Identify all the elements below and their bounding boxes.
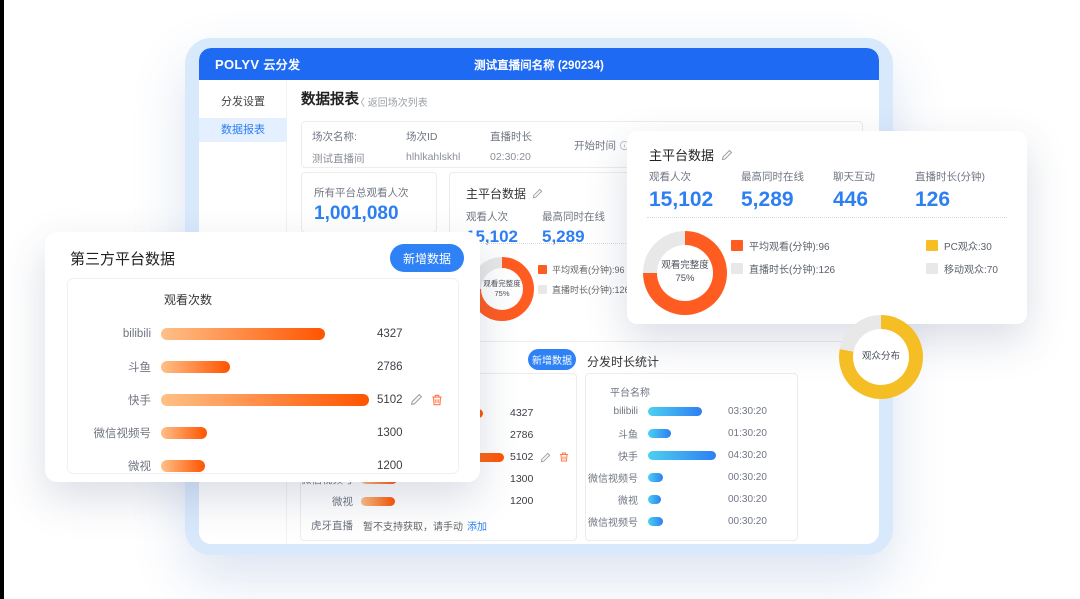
- watch-completion-donut: 观看完整度 75%: [470, 257, 534, 321]
- card-title: 主平台数据: [649, 148, 715, 163]
- session-id-field: 场次ID hlhlkahlskhl: [406, 131, 461, 163]
- audience-distribution-donut: 观众分布: [839, 315, 923, 399]
- main-platform-panel-title-row: 主平台数据: [466, 185, 543, 202]
- card-title: 第三方平台数据: [70, 251, 176, 268]
- edit-pencil-icon[interactable]: [540, 452, 551, 463]
- all-platform-views-value: 1,001,080: [314, 203, 399, 224]
- delete-trash-icon[interactable]: [558, 451, 570, 463]
- third-party-floating-card: 第三方平台数据 新增数据 观看次数 bilibili 4327 斗鱼 2786 …: [45, 232, 480, 482]
- stat-peak-online: 最高同时在线 5,289: [542, 211, 605, 246]
- duration-row-weishi: 微视 00:30:20: [618, 493, 767, 507]
- all-platform-views-panel: 所有平台总观看人次 1,001,080: [301, 172, 437, 233]
- chart-row-huya: 虎牙直播 暂不支持获取，请手动 添加: [311, 519, 487, 533]
- legend-swatch: [731, 263, 743, 274]
- duration-row-wechat-channels: 微信视频号 00:30:20: [588, 471, 767, 485]
- brand-logo: POLYV 云分发: [215, 56, 300, 73]
- edit-pencil-icon[interactable]: [532, 188, 543, 199]
- watch-completion-legend: 平均观看(分钟):96 直播时长(分钟):126: [538, 263, 630, 296]
- duration-table-header: 平台名称: [610, 388, 650, 399]
- sidebar-item-distribution-settings[interactable]: 分发设置: [221, 96, 265, 108]
- legend-swatch: [731, 240, 743, 251]
- duration-row-bilibili: bilibili 03:30:20: [613, 405, 767, 417]
- stat-views: 观看人次 15,102: [466, 211, 518, 246]
- edit-pencil-icon[interactable]: [721, 149, 733, 161]
- duration-row-douyu: 斗鱼 01:30:20: [618, 427, 767, 441]
- chart-row-weishi: 微视 1200: [128, 459, 403, 473]
- duration-row-wechat-channels-2: 微信视频号 00:30:20: [588, 515, 767, 529]
- duration-table-panel: 平台名称 bilibili 03:30:20 斗鱼 01:30:20 快手 04…: [585, 373, 798, 541]
- back-to-session-list-link[interactable]: 〈 返回场次列表: [355, 98, 428, 109]
- chart-row-kuaishou: 快手 5102: [68, 383, 460, 416]
- brand-name: POLYV: [215, 57, 260, 72]
- main-platform-floating-card: 主平台数据 观看人次 15,102 最高同时在线 5,289 聊天互动 446 …: [627, 131, 1027, 399]
- screen-edge-bar: [0, 0, 4, 599]
- card-title-row: 主平台数据: [649, 145, 733, 164]
- stat-views: 观看人次 15,102: [649, 171, 714, 211]
- window-header: POLYV 云分发 测试直播间名称 (290234): [199, 48, 879, 80]
- duration-row-kuaishou: 快手 04:30:20: [618, 449, 767, 463]
- brand-suffix: 云分发: [263, 58, 301, 72]
- stat-peak-online: 最高同时在线 5,289: [741, 171, 804, 211]
- sidebar-item-data-report[interactable]: 数据报表: [199, 118, 287, 142]
- chart-row-weishi: 微视 1200: [332, 495, 534, 508]
- all-platform-views-label: 所有平台总观看人次: [314, 187, 409, 199]
- add-data-button[interactable]: 新增数据: [528, 349, 576, 370]
- edit-pencil-icon[interactable]: [410, 393, 423, 406]
- stat-chat-interactions: 聊天互动 446: [833, 171, 875, 211]
- views-chart-title: 观看次数: [164, 293, 213, 307]
- main-platform-panel-title: 主平台数据: [466, 187, 527, 201]
- chart-row-douyu: 斗鱼 2786: [128, 360, 403, 374]
- session-name-field: 场次名称: 测试直播间: [312, 131, 365, 165]
- add-manually-link[interactable]: 添加: [467, 521, 487, 533]
- delete-trash-icon[interactable]: [430, 393, 444, 407]
- audience-distribution-legend: PC观众:30 移动观众:70: [926, 238, 998, 276]
- legend-swatch: [926, 263, 938, 274]
- chart-row-wechat-channels: 微信视频号 1300: [93, 426, 403, 440]
- watch-completion-donut: 观看完整度 75%: [643, 231, 727, 315]
- page-title: 数据报表: [301, 92, 359, 108]
- add-data-button[interactable]: 新增数据: [390, 244, 464, 272]
- live-duration-field: 直播时长 02:30:20: [490, 131, 532, 163]
- watch-completion-legend: 平均观看(分钟):96 直播时长(分钟):126: [731, 238, 835, 276]
- stat-live-duration: 直播时长(分钟) 126: [915, 171, 985, 211]
- legend-swatch: [538, 285, 547, 294]
- duration-section-title: 分发时长统计: [587, 355, 660, 369]
- room-title: 测试直播间名称 (290234): [474, 60, 604, 72]
- views-chart-inner-panel: 观看次数 bilibili 4327 斗鱼 2786 快手 5102: [67, 278, 459, 474]
- legend-swatch: [926, 240, 938, 251]
- divider: [647, 217, 1007, 218]
- legend-swatch: [538, 265, 547, 274]
- chart-row-bilibili: bilibili 4327: [122, 327, 403, 340]
